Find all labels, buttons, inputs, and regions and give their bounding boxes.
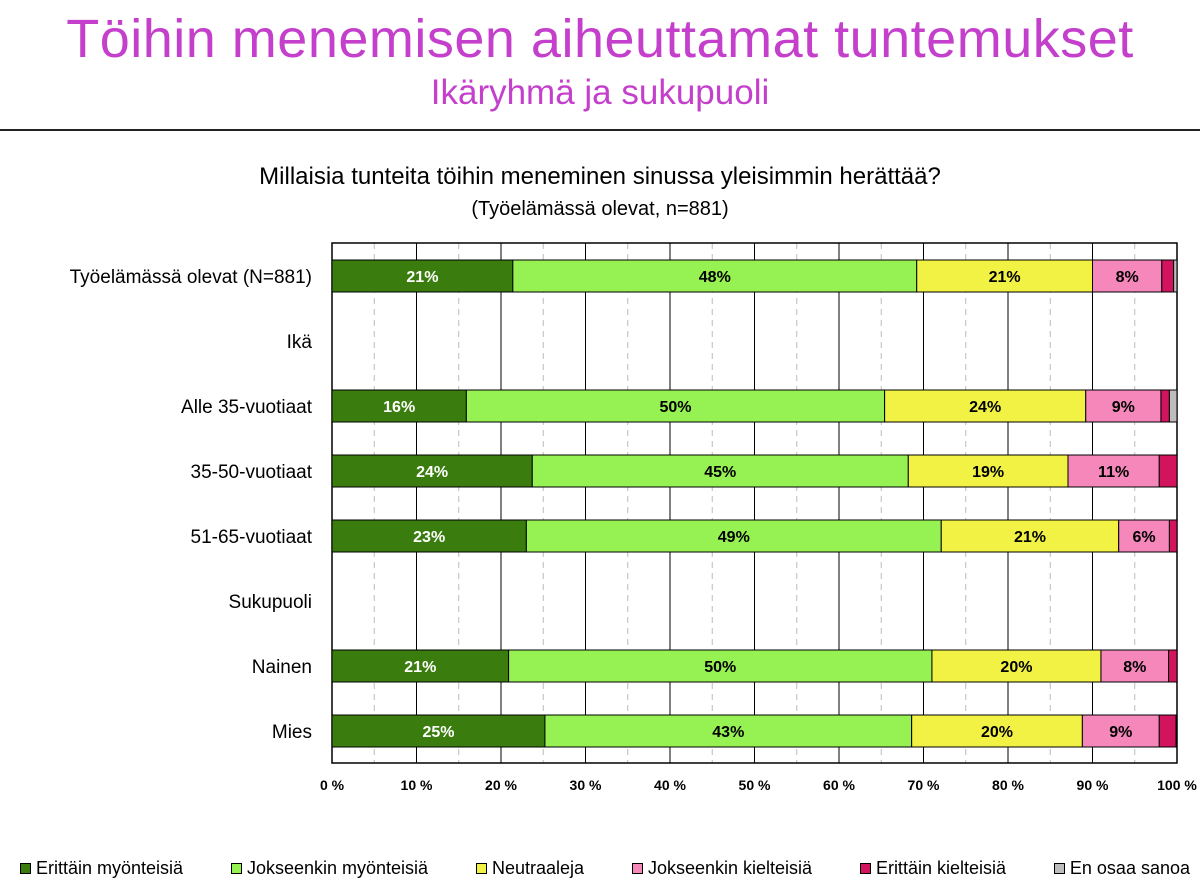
x-tick-label: 90 %	[1077, 777, 1109, 793]
bar-segment	[1158, 454, 1178, 488]
legend-label: Jokseenkin kielteisiä	[647, 858, 813, 878]
bar-segment	[911, 714, 1083, 748]
bar-segment	[331, 259, 514, 293]
bar-segment	[1168, 649, 1178, 683]
data-label: 21%	[404, 659, 436, 676]
data-label: 43%	[712, 724, 744, 741]
category-label: Alle 35-vuotiaat	[181, 397, 313, 418]
category-label: Ikä	[287, 332, 313, 353]
x-tick-label: 10 %	[401, 777, 433, 793]
x-tick-label: 20 %	[485, 777, 517, 793]
bar-segment	[331, 389, 467, 423]
x-tick-label: 100 %	[1157, 777, 1197, 793]
legend-item: Jokseenkin myönteisiä	[230, 858, 429, 879]
slide-title: Töihin menemisen aiheuttamat tuntemukset	[66, 9, 1134, 69]
x-tick-label: 60 %	[823, 777, 855, 793]
x-tick-label: 70 %	[908, 777, 940, 793]
bar-segment	[1173, 259, 1178, 293]
plot-frame	[331, 242, 1178, 764]
bar-segment	[465, 389, 886, 423]
legend-swatch	[475, 863, 487, 874]
category-label: Sukupuoli	[229, 592, 312, 613]
category-label: Työelämässä olevat (N=881)	[70, 267, 312, 288]
bar-segment	[1175, 714, 1178, 748]
bar-segment	[331, 454, 533, 488]
data-label: 8%	[1123, 659, 1146, 676]
chart-legend: Erittäin myönteisiä Jokseenkin myönteisiä…	[20, 858, 1190, 879]
legend-label: Jokseenkin myönteisiä	[246, 858, 429, 878]
bar-segment	[331, 714, 546, 748]
bar-segment	[512, 259, 918, 293]
legend-swatch	[230, 863, 242, 874]
legend-item: En osaa sanoa	[1053, 858, 1190, 879]
bar-segment	[1168, 389, 1178, 423]
data-label: 24%	[416, 464, 448, 481]
data-label: 9%	[1112, 399, 1135, 416]
bar-segment	[331, 519, 527, 553]
bar-segment	[916, 259, 1093, 293]
x-tick-label: 30 %	[570, 777, 602, 793]
legend-swatch	[631, 863, 643, 874]
category-label: 51-65-vuotiaat	[191, 527, 313, 548]
data-label: 21%	[406, 269, 438, 286]
bar-segment	[1158, 714, 1177, 748]
bar-segment	[544, 714, 913, 748]
bar-segment	[1067, 454, 1160, 488]
x-tick-label: 50 %	[739, 777, 771, 793]
data-label: 25%	[422, 724, 454, 741]
legend-label: Erittäin myönteisiä	[36, 858, 184, 878]
data-label: 8%	[1116, 269, 1139, 286]
legend-item: Erittäin kielteisiä	[859, 858, 1006, 879]
bar-segment	[931, 649, 1102, 683]
legend-item: Jokseenkin kielteisiä	[631, 858, 813, 879]
bar-segment	[1160, 389, 1170, 423]
data-label: 24%	[969, 399, 1001, 416]
category-label: 35-50-vuotiaat	[191, 462, 313, 483]
legend-label: En osaa sanoa	[1069, 858, 1190, 878]
data-label: 21%	[989, 269, 1021, 286]
data-label: 11%	[1098, 464, 1129, 481]
data-label: 45%	[704, 464, 736, 481]
data-label: 49%	[718, 529, 750, 546]
bar-segment	[1081, 714, 1160, 748]
legend-label: Neutraaleja	[491, 858, 585, 878]
chart-title: Millaisia tunteita töihin meneminen sinu…	[259, 163, 941, 190]
data-label: 20%	[981, 724, 1013, 741]
data-label: 9%	[1109, 724, 1132, 741]
data-label: 16%	[383, 399, 415, 416]
x-tick-label: 40 %	[654, 777, 686, 793]
bar-segment	[1161, 259, 1175, 293]
legend-swatch	[20, 863, 31, 874]
data-label: 20%	[1000, 659, 1032, 676]
data-label: 48%	[699, 269, 731, 286]
bar-segment	[1168, 519, 1178, 553]
data-label: 21%	[1014, 529, 1046, 546]
legend-swatch	[1053, 863, 1065, 874]
data-label: 23%	[413, 529, 445, 546]
x-tick-label: 80 %	[992, 777, 1024, 793]
legend-label: Erittäin kielteisiä	[875, 858, 1006, 878]
data-label: 50%	[659, 399, 691, 416]
chart-subtitle: (Työelämässä olevat, n=881)	[471, 198, 729, 220]
category-label: Nainen	[252, 657, 312, 678]
data-label: 19%	[972, 464, 1004, 481]
x-tick-label: 0 %	[320, 777, 345, 793]
bar-segment	[884, 389, 1087, 423]
legend-item: Erittäin myönteisiä	[20, 858, 183, 879]
bar-segment	[1092, 259, 1163, 293]
bar-segment	[1085, 389, 1162, 423]
data-label: 50%	[704, 659, 736, 676]
slide-subtitle: Ikäryhmä ja sukupuoli	[430, 73, 770, 112]
legend-item: Neutraaleja	[475, 858, 585, 879]
data-label: 6%	[1132, 529, 1155, 546]
category-label: Mies	[272, 722, 312, 743]
legend-swatch	[859, 863, 871, 874]
title-divider	[0, 129, 1200, 131]
bar-segment	[508, 649, 933, 683]
